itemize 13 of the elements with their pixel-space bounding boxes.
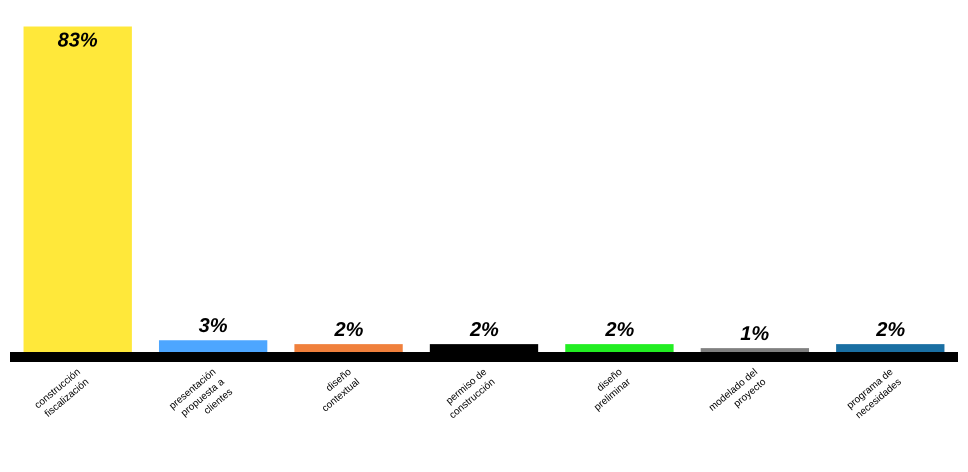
data-label: 3% xyxy=(198,315,228,338)
bar xyxy=(294,344,403,352)
bar xyxy=(24,26,132,352)
bar xyxy=(836,344,944,352)
bar xyxy=(565,344,674,352)
data-label: 2% xyxy=(468,319,500,342)
bar xyxy=(158,340,268,352)
data-label: 1% xyxy=(740,323,770,346)
data-label: 2% xyxy=(604,319,634,342)
bar xyxy=(700,348,810,352)
data-label: 83% xyxy=(58,30,98,52)
data-label: 2% xyxy=(334,319,364,342)
data-label: 2% xyxy=(875,319,906,342)
